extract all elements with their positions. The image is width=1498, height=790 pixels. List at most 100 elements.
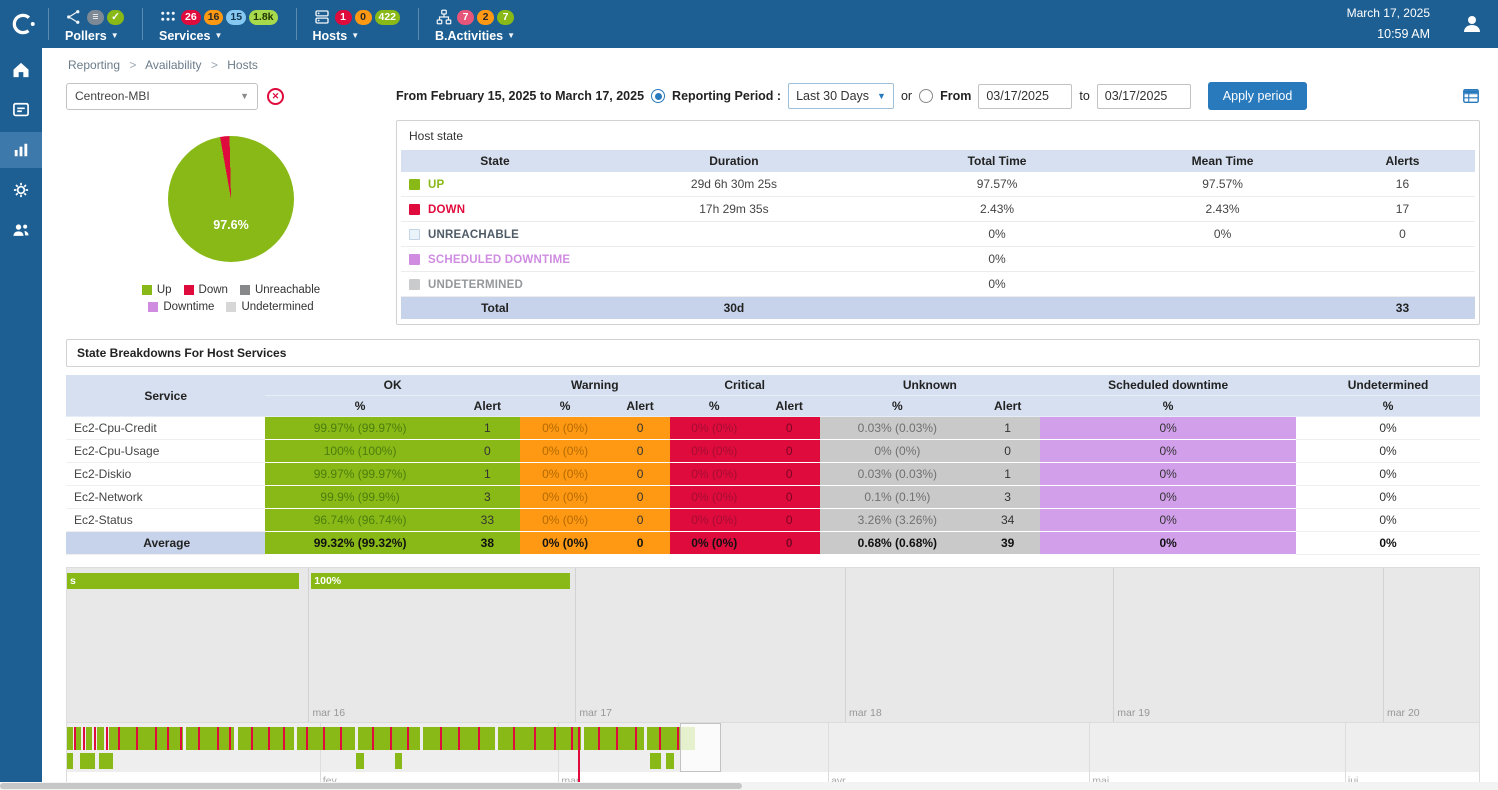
reporting-icon xyxy=(11,140,31,160)
availability-pie-panel: 97.6% Up Down Unreachable Downtime Undetermi… xyxy=(66,120,396,313)
status-count-badge[interactable]: 0 xyxy=(354,9,372,25)
menu-hosts[interactable]: 1 0 422 Hosts ▼ xyxy=(299,0,417,48)
sidebar xyxy=(0,48,42,790)
column-subheader: Alert xyxy=(758,395,820,417)
status-count-badge[interactable]: 26 xyxy=(181,9,201,25)
breakdown-cell: 0 xyxy=(610,439,670,463)
status-count-badge[interactable]: 15 xyxy=(226,9,247,25)
status-count-badge[interactable]: 7 xyxy=(497,9,515,25)
horizontal-scrollbar[interactable] xyxy=(0,782,1498,790)
service-link[interactable]: Ec2-Network xyxy=(66,485,266,509)
host-state-row: DOWN 17h 29m 35s 2.43% 2.43% 17 xyxy=(401,196,1475,222)
menu-badges[interactable]: 26 16 15 1.8k xyxy=(181,9,278,25)
period-controls: From February 15, 2025 to March 17, 2025… xyxy=(396,82,1308,110)
state-color-swatch xyxy=(409,229,420,240)
legend-item: Down xyxy=(183,284,228,296)
status-count-badge[interactable]: 16 xyxy=(203,9,224,25)
host-state-cell: 2.43% xyxy=(878,196,1116,222)
configuration-gear-icon xyxy=(11,180,31,200)
scrubber-axis-label: jui xyxy=(1347,775,1359,787)
status-count-badge[interactable]: ✓ xyxy=(107,9,124,25)
breadcrumb-hosts[interactable]: Hosts xyxy=(227,58,258,72)
column-header: Scheduled downtime xyxy=(1040,375,1297,396)
breakdown-cell: 99.97% (99.97%) xyxy=(265,416,455,440)
column-header: Alerts xyxy=(1329,150,1475,172)
down-period-tick xyxy=(93,727,96,750)
user-profile-button[interactable] xyxy=(1446,0,1498,48)
sidebar-item-configuration[interactable] xyxy=(0,172,42,208)
status-count-badge[interactable]: 422 xyxy=(374,9,401,25)
down-period-tick xyxy=(305,727,308,750)
service-link[interactable]: Ec2-Status xyxy=(66,508,266,532)
service-link[interactable]: Ec2-Diskio xyxy=(66,462,266,486)
sidebar-item-monitoring[interactable] xyxy=(0,92,42,128)
menu-badges[interactable]: ≡ ✓ xyxy=(87,9,124,25)
reporting-period-radio[interactable] xyxy=(651,89,666,103)
monitoring-icon xyxy=(11,100,31,120)
down-period-tick xyxy=(154,727,157,750)
scrollbar-thumb[interactable] xyxy=(0,783,742,789)
sidebar-item-administration[interactable] xyxy=(0,212,42,248)
breakdown-cell: 0% (0%) xyxy=(519,439,611,463)
service-link[interactable]: Ec2-Cpu-Credit xyxy=(66,416,266,440)
menu-badges[interactable]: 1 0 422 xyxy=(334,9,401,25)
breakdown-row: Ec2-Status 96.74% (96.74%) 33 0% (0%) 0 0% (0… xyxy=(66,508,1480,532)
host-state-row: UNREACHABLE 0% 0% 0 xyxy=(401,221,1475,247)
service-link[interactable]: Ec2-Cpu-Usage xyxy=(66,439,266,463)
breakdown-cell: 0% (0%) xyxy=(669,531,759,555)
status-count-badge[interactable]: 7 xyxy=(457,9,475,25)
export-report-icon[interactable] xyxy=(1462,87,1480,105)
administration-users-icon xyxy=(11,220,31,240)
timeline-scrubber[interactable]: fev mar avr mai jui xyxy=(67,723,1479,789)
breadcrumb-reporting[interactable]: Reporting xyxy=(68,58,121,72)
down-period-tick xyxy=(267,727,270,750)
breakdown-cell: 0% xyxy=(1296,531,1480,555)
host-state-cell: 16 xyxy=(1329,172,1475,197)
ok-period-segment xyxy=(237,727,295,750)
status-count-badge[interactable]: 1 xyxy=(334,9,352,25)
scrubber-gridline xyxy=(1089,723,1091,789)
filter-toolbar: Centreon-MBI ▼ ✕ From February 15, 2025 … xyxy=(66,78,1480,120)
sidebar-item-home[interactable] xyxy=(0,52,42,88)
custom-period-radio[interactable] xyxy=(919,89,934,103)
ok-period-segment xyxy=(86,727,93,750)
host-state-cell: 29d 6h 30m 25s xyxy=(588,172,879,197)
state-label: UP xyxy=(428,179,445,191)
column-subheader: % xyxy=(265,395,455,417)
status-count-badge[interactable]: 2 xyxy=(477,9,495,25)
sidebar-item-reporting[interactable] xyxy=(0,132,42,168)
divider xyxy=(295,8,297,40)
menu-pollers[interactable]: ≡ ✓ Pollers ▼ xyxy=(51,0,140,48)
menu-services[interactable]: 26 16 15 1.8k Services ▼ xyxy=(145,0,294,48)
breadcrumb-availability[interactable]: Availability xyxy=(145,58,202,72)
state-label: UNREACHABLE xyxy=(428,229,520,241)
breakdown-row: Ec2-Cpu-Credit 99.97% (99.97%) 1 0% (0%) 0 0%… xyxy=(66,416,1480,440)
host-state-tbody: UP 29d 6h 30m 25s 97.57% 97.57% 16 DOWN 17h 29… xyxy=(401,172,1475,297)
timeline-gridline xyxy=(1382,568,1384,722)
column-header: Critical xyxy=(669,375,820,396)
column-header: OK xyxy=(265,375,520,396)
clock: March 17, 2025 10:59 AM xyxy=(1347,0,1446,48)
scrubber-selection-window[interactable] xyxy=(679,723,721,772)
ok-period-segment xyxy=(109,727,183,750)
to-date-input[interactable] xyxy=(1096,83,1191,109)
status-count-badge[interactable]: ≡ xyxy=(87,9,104,25)
total-label: Total xyxy=(401,296,589,319)
total-alerts: 33 xyxy=(1329,296,1475,319)
centreon-logo[interactable] xyxy=(0,0,46,48)
timeline-gridline xyxy=(575,568,577,722)
apply-period-button[interactable]: Apply period xyxy=(1207,82,1308,110)
down-period-tick xyxy=(216,727,219,750)
period-select[interactable]: Last 30 Days ▼ xyxy=(788,83,894,109)
from-date-input[interactable] xyxy=(978,83,1073,109)
breakdown-cell: 0 xyxy=(610,485,670,509)
host-selector[interactable]: Centreon-MBI ▼ xyxy=(66,82,258,110)
clear-selection-icon[interactable]: ✕ xyxy=(267,87,284,105)
breakdown-cell: 0 xyxy=(975,439,1041,463)
host-state-row: SCHEDULED DOWNTIME 0% xyxy=(401,246,1475,272)
breakdown-cell: 0% xyxy=(1296,439,1480,463)
chevron-down-icon: ▼ xyxy=(351,31,360,40)
status-count-badge[interactable]: 1.8k xyxy=(249,9,278,25)
